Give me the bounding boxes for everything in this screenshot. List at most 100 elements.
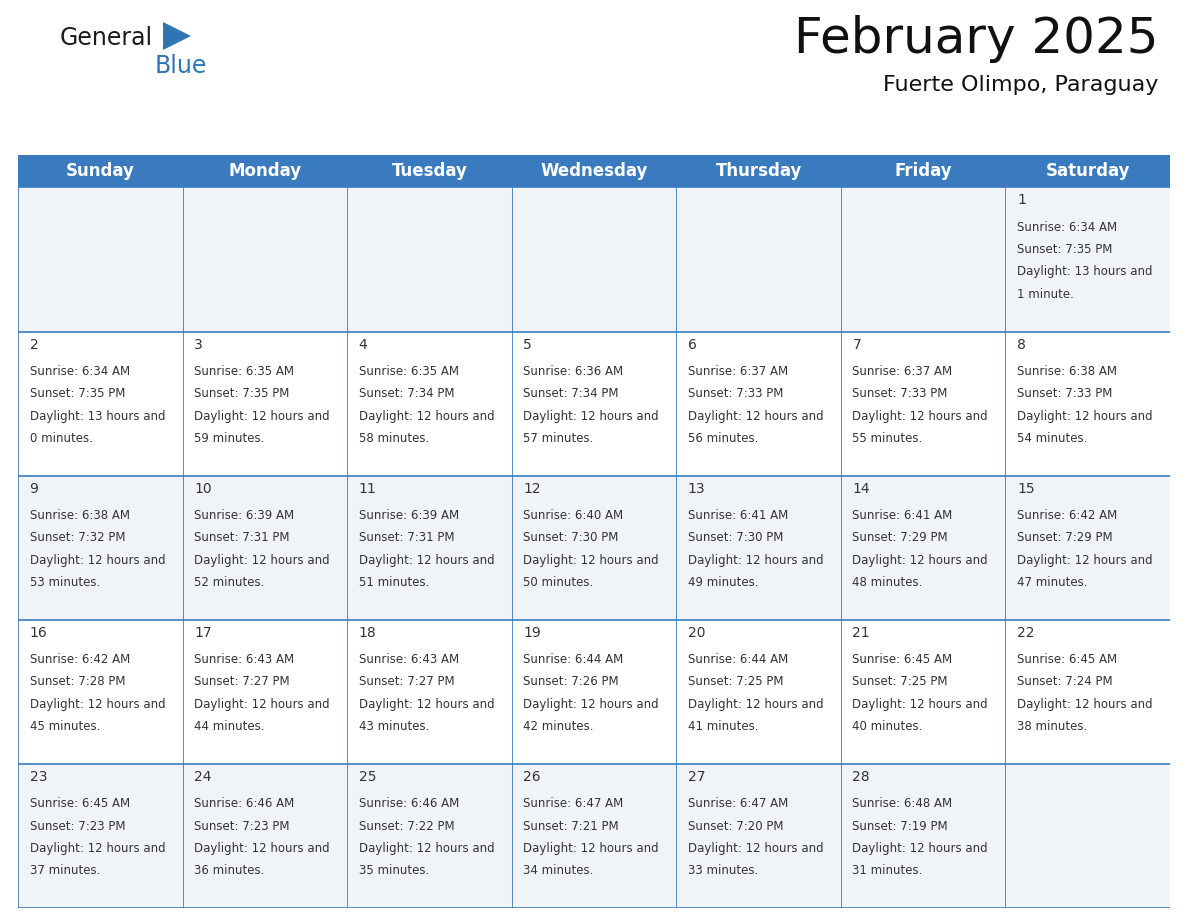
Bar <box>1005 764 1170 908</box>
Bar <box>1005 155 1170 187</box>
Bar <box>676 620 841 764</box>
Text: 40 minutes.: 40 minutes. <box>852 721 923 733</box>
Text: 28: 28 <box>852 770 870 784</box>
Bar <box>347 187 512 331</box>
Bar <box>841 476 1005 620</box>
Text: Daylight: 12 hours and: Daylight: 12 hours and <box>30 842 165 855</box>
Text: Sunrise: 6:36 AM: Sunrise: 6:36 AM <box>523 365 624 378</box>
Bar <box>18 476 183 620</box>
Bar <box>512 155 676 187</box>
Text: Daylight: 12 hours and: Daylight: 12 hours and <box>359 698 494 711</box>
Text: Sunrise: 6:38 AM: Sunrise: 6:38 AM <box>1017 365 1117 378</box>
Text: Sunset: 7:29 PM: Sunset: 7:29 PM <box>852 532 948 544</box>
Text: Daylight: 12 hours and: Daylight: 12 hours and <box>194 842 330 855</box>
Bar <box>18 764 183 908</box>
Text: Sunset: 7:29 PM: Sunset: 7:29 PM <box>1017 532 1113 544</box>
Bar <box>841 764 1005 908</box>
Text: Sunset: 7:25 PM: Sunset: 7:25 PM <box>852 676 948 688</box>
Text: 31 minutes.: 31 minutes. <box>852 865 923 878</box>
Text: Sunset: 7:35 PM: Sunset: 7:35 PM <box>30 387 125 400</box>
Text: February 2025: February 2025 <box>794 15 1158 63</box>
Text: Daylight: 13 hours and: Daylight: 13 hours and <box>30 409 165 422</box>
Text: 47 minutes.: 47 minutes. <box>1017 577 1087 589</box>
Text: Sunrise: 6:42 AM: Sunrise: 6:42 AM <box>1017 509 1117 522</box>
Text: 49 minutes.: 49 minutes. <box>688 577 758 589</box>
Text: Sunrise: 6:37 AM: Sunrise: 6:37 AM <box>688 365 788 378</box>
Bar <box>512 764 676 908</box>
Bar <box>18 187 183 331</box>
Text: 57 minutes.: 57 minutes. <box>523 432 594 445</box>
Text: Sunrise: 6:43 AM: Sunrise: 6:43 AM <box>194 654 295 666</box>
Bar <box>512 476 676 620</box>
Text: 4: 4 <box>359 338 367 352</box>
Text: 50 minutes.: 50 minutes. <box>523 577 594 589</box>
Text: Sunset: 7:22 PM: Sunset: 7:22 PM <box>359 820 454 833</box>
Text: Sunrise: 6:39 AM: Sunrise: 6:39 AM <box>194 509 295 522</box>
Text: 27: 27 <box>688 770 706 784</box>
Text: 24: 24 <box>194 770 211 784</box>
Text: Sunrise: 6:45 AM: Sunrise: 6:45 AM <box>1017 654 1117 666</box>
Text: Sunrise: 6:43 AM: Sunrise: 6:43 AM <box>359 654 459 666</box>
Bar <box>183 764 347 908</box>
Text: Daylight: 12 hours and: Daylight: 12 hours and <box>852 842 988 855</box>
Text: 20: 20 <box>688 626 706 640</box>
Text: 1: 1 <box>1017 194 1025 207</box>
Bar <box>841 620 1005 764</box>
Text: Daylight: 12 hours and: Daylight: 12 hours and <box>30 554 165 566</box>
Text: Daylight: 12 hours and: Daylight: 12 hours and <box>359 409 494 422</box>
Text: Sunset: 7:27 PM: Sunset: 7:27 PM <box>359 676 454 688</box>
Text: Sunset: 7:24 PM: Sunset: 7:24 PM <box>1017 676 1113 688</box>
Text: Friday: Friday <box>895 162 952 180</box>
Text: 53 minutes.: 53 minutes. <box>30 577 100 589</box>
Text: 14: 14 <box>852 482 870 496</box>
Text: 58 minutes.: 58 minutes. <box>359 432 429 445</box>
Text: 11: 11 <box>359 482 377 496</box>
Text: Sunrise: 6:41 AM: Sunrise: 6:41 AM <box>688 509 788 522</box>
Text: Sunrise: 6:48 AM: Sunrise: 6:48 AM <box>852 798 953 811</box>
Text: 16: 16 <box>30 626 48 640</box>
Bar <box>512 620 676 764</box>
Text: Sunrise: 6:46 AM: Sunrise: 6:46 AM <box>359 798 459 811</box>
Text: Wednesday: Wednesday <box>541 162 647 180</box>
Text: Sunrise: 6:41 AM: Sunrise: 6:41 AM <box>852 509 953 522</box>
Text: Daylight: 13 hours and: Daylight: 13 hours and <box>1017 265 1152 278</box>
Text: Sunrise: 6:47 AM: Sunrise: 6:47 AM <box>688 798 788 811</box>
Text: Sunset: 7:35 PM: Sunset: 7:35 PM <box>194 387 290 400</box>
Text: Sunset: 7:35 PM: Sunset: 7:35 PM <box>1017 243 1112 256</box>
Text: Sunset: 7:31 PM: Sunset: 7:31 PM <box>359 532 454 544</box>
Text: Sunrise: 6:34 AM: Sunrise: 6:34 AM <box>30 365 129 378</box>
Bar <box>183 187 347 331</box>
Text: 55 minutes.: 55 minutes. <box>852 432 923 445</box>
Bar <box>183 620 347 764</box>
Text: Daylight: 12 hours and: Daylight: 12 hours and <box>194 698 330 711</box>
Text: Sunrise: 6:46 AM: Sunrise: 6:46 AM <box>194 798 295 811</box>
Text: 34 minutes.: 34 minutes. <box>523 865 594 878</box>
Text: Sunset: 7:30 PM: Sunset: 7:30 PM <box>523 532 619 544</box>
Polygon shape <box>163 22 191 50</box>
Text: Monday: Monday <box>228 162 302 180</box>
Text: 51 minutes.: 51 minutes. <box>359 577 429 589</box>
Bar <box>183 331 347 476</box>
Text: Saturday: Saturday <box>1045 162 1130 180</box>
Text: Daylight: 12 hours and: Daylight: 12 hours and <box>688 842 823 855</box>
Text: Daylight: 12 hours and: Daylight: 12 hours and <box>688 698 823 711</box>
Text: Tuesday: Tuesday <box>392 162 467 180</box>
Text: 3: 3 <box>194 338 203 352</box>
Text: Daylight: 12 hours and: Daylight: 12 hours and <box>194 409 330 422</box>
Text: Sunset: 7:28 PM: Sunset: 7:28 PM <box>30 676 125 688</box>
Text: 37 minutes.: 37 minutes. <box>30 865 100 878</box>
Bar <box>1005 187 1170 331</box>
Text: Daylight: 12 hours and: Daylight: 12 hours and <box>523 698 659 711</box>
Text: Daylight: 12 hours and: Daylight: 12 hours and <box>1017 554 1152 566</box>
Text: Sunrise: 6:44 AM: Sunrise: 6:44 AM <box>523 654 624 666</box>
Text: Daylight: 12 hours and: Daylight: 12 hours and <box>30 698 165 711</box>
Bar <box>1005 620 1170 764</box>
Text: Sunrise: 6:45 AM: Sunrise: 6:45 AM <box>852 654 953 666</box>
Text: Sunset: 7:34 PM: Sunset: 7:34 PM <box>523 387 619 400</box>
Bar <box>841 187 1005 331</box>
Text: 13: 13 <box>688 482 706 496</box>
Text: 56 minutes.: 56 minutes. <box>688 432 758 445</box>
Bar <box>841 155 1005 187</box>
Bar <box>841 331 1005 476</box>
Text: Sunrise: 6:38 AM: Sunrise: 6:38 AM <box>30 509 129 522</box>
